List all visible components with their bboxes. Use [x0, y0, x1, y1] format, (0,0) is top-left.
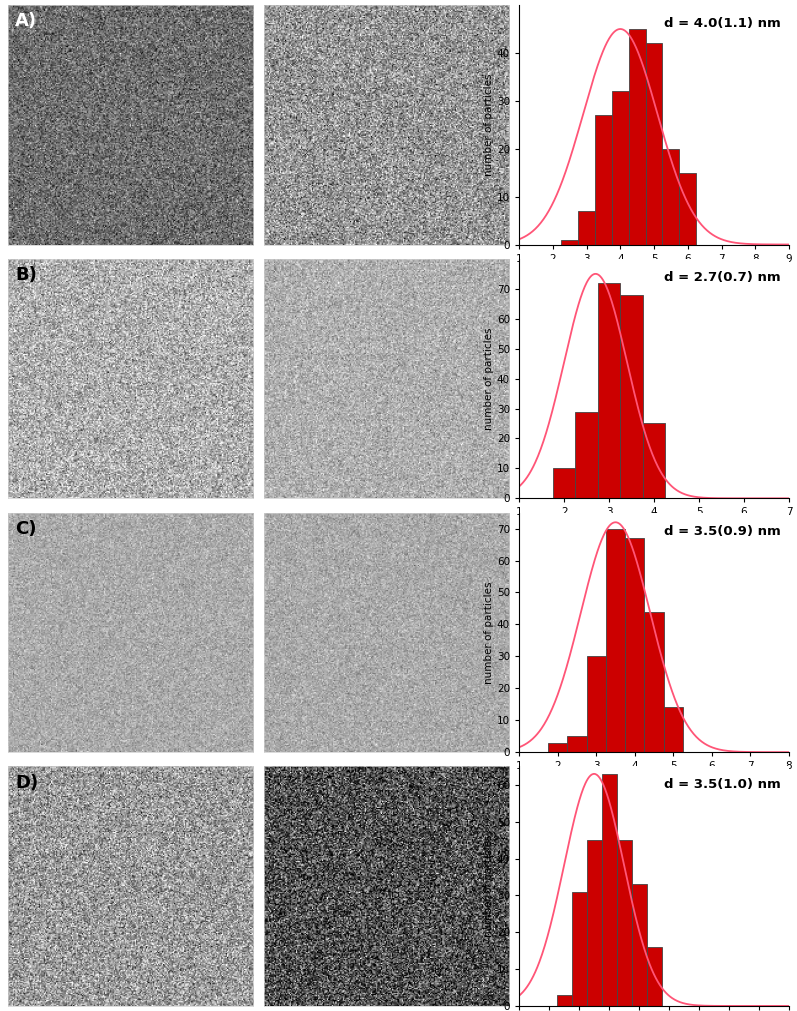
Bar: [595, 115, 612, 245]
Text: D): D): [15, 773, 38, 792]
Bar: [561, 240, 578, 245]
Text: d = 3.5(1.0) nm: d = 3.5(1.0) nm: [664, 778, 781, 792]
Bar: [617, 840, 631, 1006]
Bar: [625, 538, 645, 752]
Bar: [598, 283, 620, 498]
Bar: [679, 173, 697, 245]
Bar: [571, 892, 587, 1006]
Bar: [631, 885, 646, 1006]
Bar: [553, 468, 575, 498]
Bar: [643, 424, 665, 498]
Bar: [567, 736, 587, 752]
Bar: [587, 840, 602, 1006]
X-axis label: size (nm): size (nm): [626, 523, 681, 536]
Text: d = 4.0(1.1) nm: d = 4.0(1.1) nm: [664, 17, 781, 30]
Y-axis label: number of particles: number of particles: [484, 328, 494, 430]
X-axis label: size (nm): size (nm): [626, 776, 681, 790]
Bar: [646, 947, 662, 1006]
Bar: [602, 773, 617, 1006]
Bar: [612, 91, 629, 245]
Bar: [548, 742, 567, 752]
Bar: [606, 529, 625, 752]
Bar: [664, 708, 683, 752]
Y-axis label: number of particles: number of particles: [484, 835, 494, 937]
Bar: [587, 656, 606, 752]
Bar: [620, 295, 643, 498]
Bar: [629, 29, 646, 245]
Bar: [645, 612, 664, 752]
Text: d = 3.5(0.9) nm: d = 3.5(0.9) nm: [664, 525, 781, 538]
Y-axis label: number of particles: number of particles: [484, 581, 494, 683]
Bar: [575, 411, 598, 498]
Text: B): B): [15, 266, 37, 284]
Bar: [556, 995, 571, 1006]
Text: C): C): [15, 520, 37, 538]
Y-axis label: number of particles: number of particles: [484, 74, 494, 176]
Bar: [578, 211, 595, 245]
Bar: [662, 149, 679, 245]
Text: A): A): [15, 12, 37, 30]
X-axis label: size (nm): size (nm): [626, 269, 681, 282]
Text: d = 2.7(0.7) nm: d = 2.7(0.7) nm: [665, 271, 781, 284]
Bar: [646, 43, 662, 245]
